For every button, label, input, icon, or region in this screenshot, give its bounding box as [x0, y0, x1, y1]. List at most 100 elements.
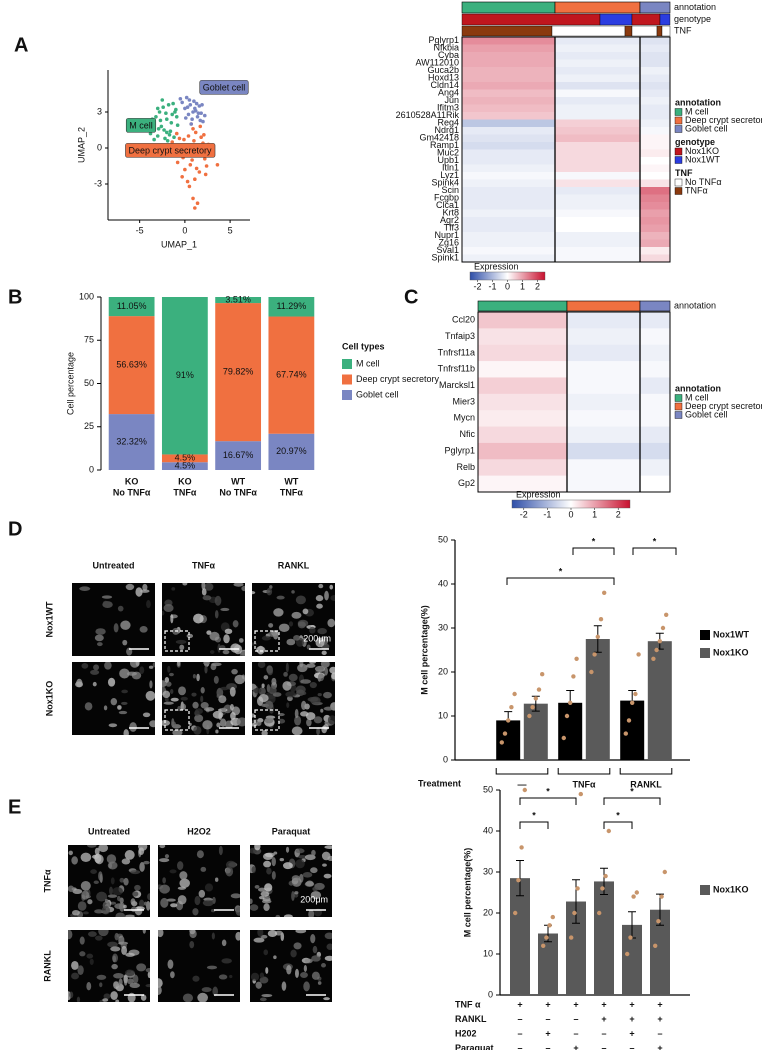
cell-blob [123, 729, 129, 735]
cell-blob [68, 885, 75, 892]
point [195, 201, 200, 205]
cell-blob [86, 953, 94, 959]
data-point [547, 923, 552, 928]
heat-cell [462, 239, 555, 248]
condition-sign: – [517, 1014, 522, 1024]
cell-blob [204, 583, 214, 591]
x-tick-label: 0 [182, 225, 187, 235]
point [190, 117, 194, 121]
cell-blob [218, 974, 228, 980]
legend-swatch [700, 648, 710, 658]
significance-bracket [519, 797, 577, 805]
cell-blob [130, 898, 136, 906]
heat-cell [462, 247, 555, 255]
heat-cell [462, 82, 555, 90]
legend-title: annotation [675, 97, 721, 107]
point [170, 140, 175, 144]
cell-blob [306, 718, 312, 727]
cell-blob [71, 960, 79, 970]
cell-blob [169, 672, 174, 677]
heat-cell [640, 209, 670, 218]
cell-blob [309, 681, 317, 689]
x-tick-label: TNFα [280, 487, 303, 497]
cell-blob [192, 674, 196, 679]
cell-blob [264, 883, 273, 892]
point [197, 104, 202, 108]
cell-blob [317, 981, 322, 985]
cell-blob [107, 861, 118, 870]
data-point [603, 873, 608, 879]
cell-blob [123, 904, 127, 909]
cell-blob [291, 726, 303, 735]
data-point [527, 713, 532, 719]
cell-blob [309, 626, 316, 634]
cell-blob [315, 637, 325, 648]
heat-cell [478, 344, 567, 362]
y-axis-title: M cell percentage(%) [419, 605, 429, 695]
x-tick-label: WT [231, 476, 245, 486]
cell-blob [180, 703, 187, 711]
heat-cell [555, 254, 640, 263]
row-label: Ifitm3 [437, 103, 459, 113]
cell-blob [84, 702, 93, 711]
significance-label: * [630, 786, 634, 796]
cell-blob [261, 729, 268, 735]
condition-sign: + [657, 1014, 662, 1024]
condition-label: TNF α [455, 999, 481, 1009]
significance-bracket [572, 547, 615, 555]
point [172, 135, 176, 139]
y-tick-label: 100 [79, 291, 94, 301]
cell-blob [222, 649, 230, 655]
y-tick-label: 30 [483, 866, 493, 876]
cell-blob [306, 663, 316, 668]
cell-blob [172, 729, 183, 735]
legend-label: M cell [685, 106, 709, 116]
data-point [513, 910, 518, 916]
cell-blob [163, 701, 174, 705]
data-point [654, 647, 659, 653]
y-axis-title: Cell percentage [65, 352, 75, 415]
heat-cell [640, 344, 670, 362]
data-point [595, 634, 600, 639]
heat-cell [478, 328, 567, 346]
significance-bracket [603, 821, 633, 829]
cell-blob [220, 686, 229, 691]
bar [647, 641, 672, 760]
genotype-bar [659, 13, 671, 26]
micrograph [68, 845, 150, 917]
heat-cell [567, 393, 640, 411]
row-header: RANKL [42, 950, 52, 982]
genotype-bar [461, 13, 601, 26]
cell-blob [283, 671, 288, 677]
cell-blob [315, 595, 324, 602]
cell-blob [282, 681, 292, 691]
y-tick-label: 40 [438, 578, 448, 588]
cell-blob [76, 678, 83, 688]
cell-blob [68, 930, 73, 940]
cell-blob [255, 981, 262, 989]
cell-blob [81, 663, 89, 669]
group-bracket [619, 768, 673, 775]
data-point [653, 943, 658, 948]
cell-blob [139, 666, 145, 674]
colorbar-title: Expression [474, 261, 519, 271]
cell-blob [202, 595, 212, 601]
bar-segment [161, 454, 208, 463]
cell-blob [215, 729, 219, 734]
cell-blob [86, 982, 92, 991]
cell-blob [268, 623, 274, 628]
cell-blob [320, 708, 324, 713]
point [203, 172, 208, 177]
heat-cell [555, 74, 640, 83]
row-label: Cyba [438, 50, 459, 60]
legend-swatch [674, 411, 683, 419]
cell-blob [93, 880, 99, 885]
annotation-bar [639, 300, 671, 312]
error-bar [600, 867, 608, 896]
cell-blob [278, 623, 290, 632]
heat-cell [555, 179, 640, 188]
column-header: H2O2 [187, 826, 211, 836]
point [199, 111, 203, 115]
value-label: 67.74% [276, 370, 307, 380]
cell-blob [170, 614, 174, 624]
